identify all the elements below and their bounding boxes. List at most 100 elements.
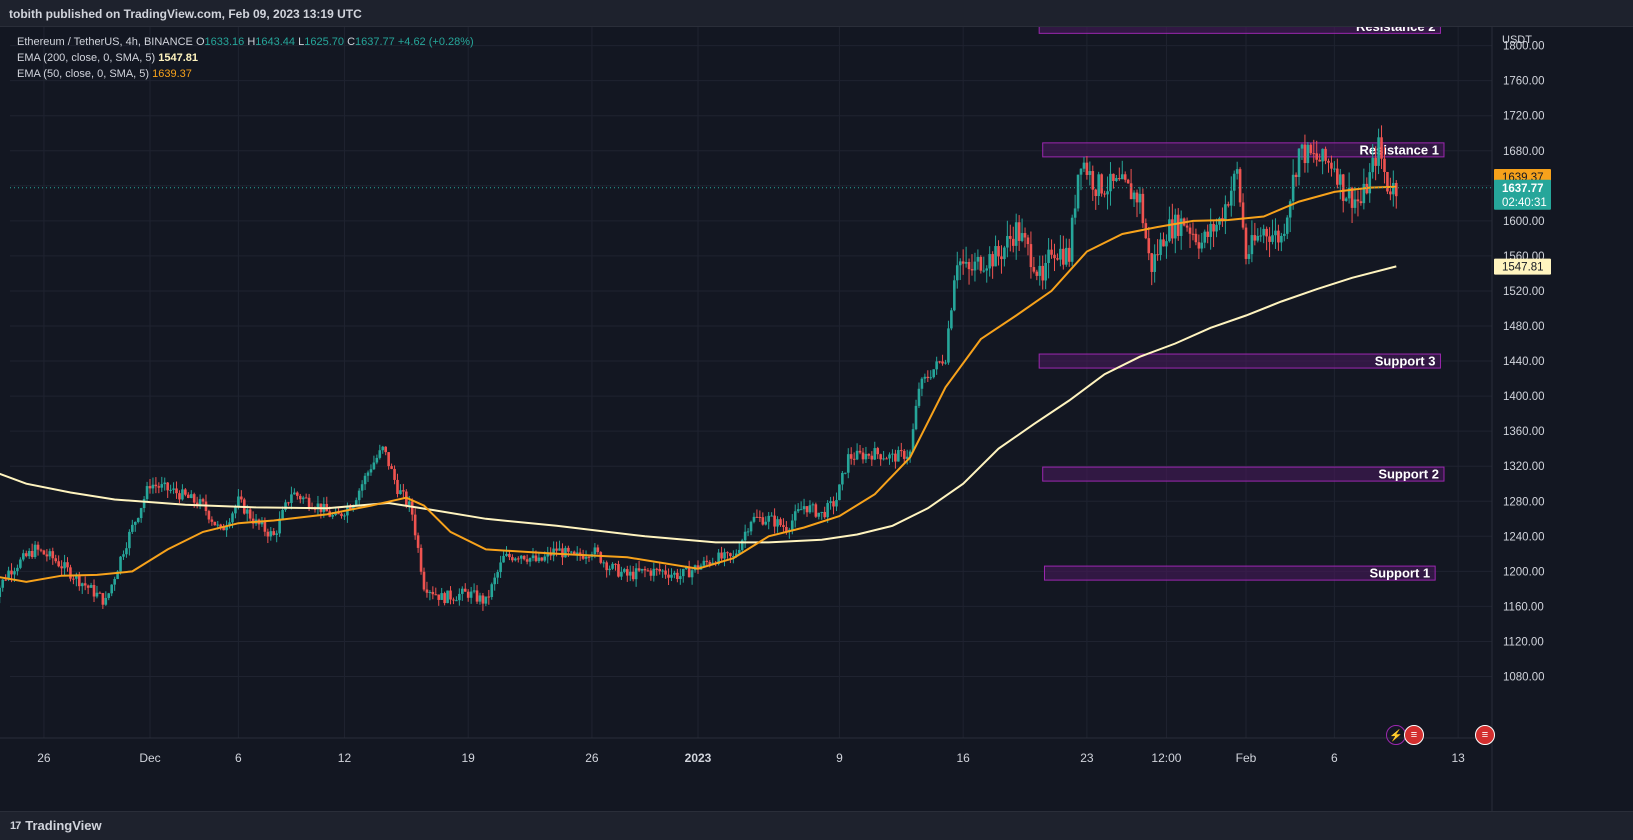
candle-body [546,552,550,557]
candle-body [1088,171,1092,175]
us-flag-icon-2[interactable]: ≡ [1475,725,1495,745]
candle-body [525,559,529,562]
candle-body [958,261,962,266]
candle-body [755,516,759,518]
candle-body [528,558,532,562]
symbol-label[interactable]: Ethereum / TetherUS, 4h, BINANCE [17,36,193,48]
price-chart[interactable]: Resistance 2 Resistance 1 Support 3 Support… [0,27,1633,811]
candle-body [696,565,700,570]
candle-body [89,584,93,588]
candle-body [1327,160,1330,163]
us-flag-icon[interactable]: ≡ [1404,725,1424,745]
candle-body [13,571,16,575]
ema200-value: 1547.81 [158,52,198,64]
candle-body [16,567,19,572]
candle-body [1362,183,1366,204]
candle-body [4,579,7,581]
x-tick-label: 16 [956,751,970,765]
candle-body [481,595,485,604]
candle-body [422,571,426,590]
candle-body [790,520,794,530]
candle-body [732,556,735,558]
candle-body [387,452,390,467]
candle-body [431,591,435,595]
candle-body [466,591,470,598]
candle-body [237,496,240,507]
y-tick-label: 1240.00 [1503,531,1545,543]
candle-body [1100,174,1103,194]
candle-body [953,280,956,311]
candle-body [767,515,771,522]
candle-body [1109,173,1112,192]
candle-body [1064,247,1068,265]
x-tick-label: 26 [37,751,51,765]
candle-body [967,262,971,270]
candle-body [1053,254,1056,259]
candle-body [1241,202,1245,228]
candle-body [363,475,367,485]
candle-body [1294,174,1298,178]
candle-body [499,562,502,573]
candle-body [1079,168,1083,175]
candle-body [136,518,140,522]
candle-body [776,519,779,527]
candle-body [1283,233,1286,236]
candle-body [643,568,647,571]
candle-body [272,531,276,535]
candle-body [1303,144,1307,164]
x-tick-label: Feb [1236,751,1257,765]
candle-body [652,568,656,576]
candle-body [955,265,959,281]
lightning-icon[interactable]: ⚡ [1386,725,1406,745]
candle-body [852,458,856,460]
candle-body [119,556,122,572]
candle-body [932,369,935,378]
candle-body [534,555,538,562]
candle-body [1197,242,1201,249]
candle-body [1383,158,1386,172]
candle-body [1321,148,1324,162]
candle-body [555,548,558,551]
candle-body [1094,189,1098,197]
candle-body [655,568,659,570]
ema200-row[interactable]: EMA (200, close, 0, SMA, 5) 1547.81 [17,50,474,66]
candle-body [935,361,938,370]
candle-body [139,508,143,519]
y-tick-label: 1320.00 [1503,461,1545,473]
ema50-row[interactable]: EMA (50, close, 0, SMA, 5) 1639.37 [17,66,474,82]
candle-body [92,584,96,597]
candle-body [1203,231,1207,243]
candle-body [1209,223,1212,237]
candle-body [637,568,641,571]
candle-body [519,555,523,559]
candle-body [897,450,900,462]
candle-body [676,572,679,580]
candle-body [1171,219,1174,239]
candle-body [458,593,461,601]
candle-body [219,524,223,528]
candle-body [920,378,924,389]
candle-body [402,490,405,492]
candle-body [858,450,862,453]
candle-body [248,509,252,519]
candle-body [1038,265,1042,276]
candle-body [1291,174,1295,202]
candle-body [646,570,650,572]
ema50-label: EMA (50, close, 0, SMA, 5) [17,68,150,80]
candle-body [849,454,853,459]
candle-body [475,590,479,602]
candle-body [316,503,320,510]
candle-body [1135,192,1139,203]
candle-body [1165,241,1168,247]
chart-background [0,27,1633,811]
candle-body [1250,235,1254,255]
candle-body [455,600,458,602]
candle-body [104,597,108,605]
candle-body [1306,144,1310,164]
candle-body [1300,144,1304,149]
candle-body [805,506,809,513]
tradingview-logo[interactable]: 17 TradingView [10,818,102,833]
candle-body [1341,174,1345,201]
price-badge-label: 1637.77 [1502,183,1544,195]
low-value: 1625.70 [304,36,344,48]
